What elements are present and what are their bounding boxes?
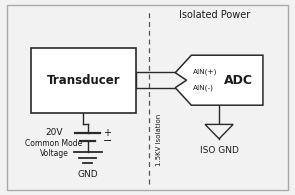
Text: Transducer: Transducer (46, 74, 120, 87)
Text: AIN(-): AIN(-) (193, 84, 214, 91)
Polygon shape (205, 124, 233, 139)
Text: ADC: ADC (224, 74, 253, 87)
Text: ISO GND: ISO GND (200, 145, 239, 155)
Text: 20V: 20V (45, 128, 63, 137)
Text: −: − (103, 136, 112, 146)
Text: Isolated Power: Isolated Power (179, 10, 250, 20)
Text: AIN(+): AIN(+) (193, 68, 217, 75)
Text: Voltage: Voltage (40, 149, 68, 158)
Text: GND: GND (77, 170, 98, 179)
Text: Common Mode: Common Mode (25, 139, 83, 148)
FancyBboxPatch shape (31, 48, 136, 113)
FancyBboxPatch shape (7, 5, 288, 190)
Polygon shape (175, 55, 263, 105)
Text: 1.5KV Isolation: 1.5KV Isolation (156, 114, 162, 166)
Text: +: + (103, 128, 111, 138)
